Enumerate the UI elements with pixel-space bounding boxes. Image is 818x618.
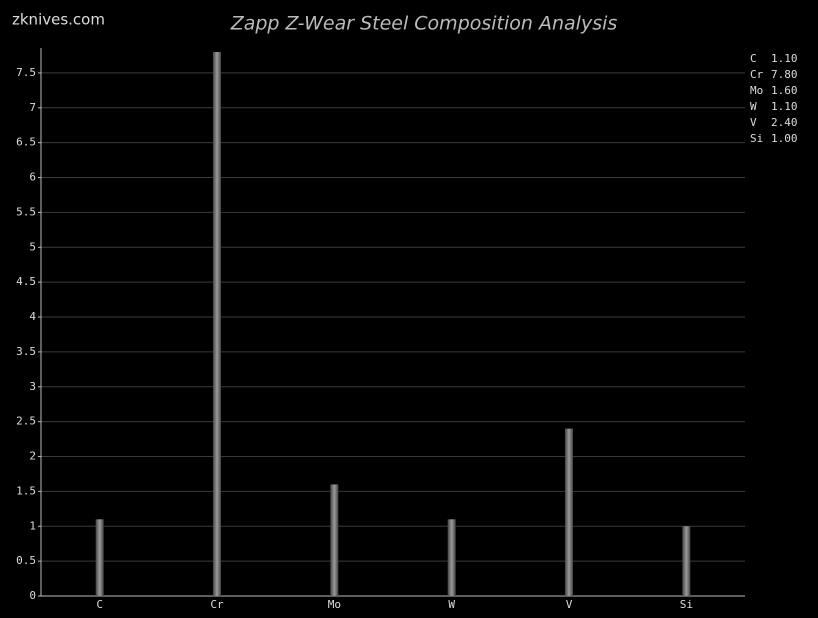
bar: [95, 519, 104, 596]
x-tick-label: Mo: [328, 598, 341, 611]
x-tick-label: W: [448, 598, 455, 611]
x-tick-label: Si: [680, 598, 693, 611]
y-tick-label: 5.5: [16, 205, 36, 218]
y-tick-label: 3.5: [16, 345, 36, 358]
y-tick-label: 1.5: [16, 484, 36, 497]
bar: [565, 428, 573, 596]
legend-value: 2.40: [771, 116, 798, 129]
y-tick-label: 2: [29, 450, 36, 463]
y-tick-label: 4.5: [16, 275, 36, 288]
legend-value: 1.00: [771, 132, 798, 145]
x-tick-label: Cr: [210, 598, 224, 611]
y-tick-label: 6.5: [16, 136, 36, 149]
legend-value: 1.60: [771, 84, 798, 97]
legend-label: Cr: [750, 68, 764, 81]
y-tick-label: 6: [29, 171, 36, 184]
y-tick-label: 3: [29, 380, 36, 393]
x-tick-label: C: [96, 598, 103, 611]
y-tick-label: 7: [29, 101, 36, 114]
bar: [213, 52, 221, 596]
y-tick-label: 7.5: [16, 66, 36, 79]
y-tick-label: 2.5: [16, 415, 36, 428]
legend-label: C: [750, 52, 757, 65]
legend-label: V: [750, 116, 757, 129]
source: zknives.com: [12, 11, 105, 29]
chart-title: Zapp Z-Wear Steel Composition Analysis: [230, 13, 618, 35]
bar: [447, 519, 456, 596]
y-tick-label: 5: [29, 240, 36, 253]
legend-label: Si: [750, 132, 763, 145]
x-tick-label: V: [566, 598, 573, 611]
legend-value: 1.10: [771, 52, 798, 65]
bar: [682, 526, 691, 596]
y-tick-label: 1: [29, 519, 36, 532]
legend-value: 7.80: [771, 68, 798, 81]
y-tick-label: 4: [29, 310, 36, 323]
y-tick-label: 0.5: [16, 554, 36, 567]
legend-label: W: [750, 100, 757, 113]
bar: [330, 484, 339, 596]
y-tick-label: 0: [29, 589, 36, 602]
legend-value: 1.10: [771, 100, 798, 113]
legend-label: Mo: [750, 84, 763, 97]
